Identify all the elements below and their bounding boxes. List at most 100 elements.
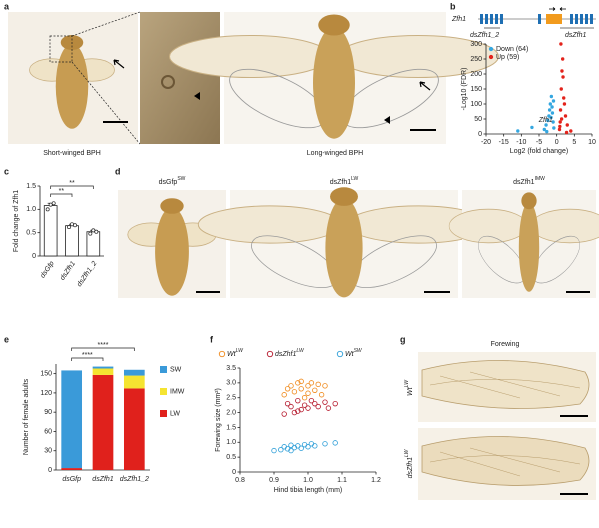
replicate-point [73, 223, 77, 228]
photo [418, 428, 596, 500]
label-text: dsZfh1 [330, 179, 352, 186]
label-sup: LW [404, 448, 410, 457]
legend-label: Up (59) [496, 54, 519, 61]
point [301, 395, 308, 401]
y-tick-label: 250 [470, 56, 482, 63]
label-text: Wt [407, 386, 414, 396]
legend-name: Wt [345, 351, 355, 358]
y-tick-label: 30 [44, 448, 52, 455]
significance-bracket [71, 347, 135, 351]
point [305, 383, 311, 389]
label-text: dsZfh1 [407, 457, 414, 479]
photo [448, 190, 599, 298]
y-tick-label: 100 [470, 101, 482, 108]
replicate-point [48, 202, 53, 207]
point [298, 378, 304, 385]
y-axis-label: -Log10 (FDR) [461, 68, 468, 111]
legend-label: Down (64) [496, 46, 528, 53]
replicate-point [91, 228, 96, 233]
y-tick-label: 1.0 [226, 439, 236, 446]
point [278, 447, 284, 453]
point [308, 441, 315, 447]
y-tick-label: 50 [474, 116, 482, 123]
label-sup: IMW [535, 176, 546, 182]
point [298, 386, 304, 392]
point [569, 129, 573, 133]
y-axis-label: Forewing size (mm²) [215, 388, 222, 452]
bar [65, 225, 79, 257]
point [516, 129, 520, 133]
point [565, 123, 569, 127]
panel-label: e [4, 334, 9, 344]
x-tick-label: dsZfh1 [59, 260, 77, 282]
point [305, 390, 311, 396]
bar-segment [61, 468, 83, 470]
legend-swatch [160, 366, 167, 373]
label-sup: LW [404, 379, 410, 388]
point [551, 99, 556, 103]
point [318, 392, 325, 398]
photo-label: dsZfh1LW [330, 176, 359, 186]
significance-label: ** [69, 180, 75, 187]
point [562, 102, 567, 106]
point [332, 440, 338, 446]
point [288, 447, 294, 454]
x-tick-label: -10 [516, 139, 526, 146]
y-tick-label: 0 [32, 253, 36, 260]
point [322, 383, 328, 389]
x-tick-label: dsGfp [39, 260, 56, 279]
point [315, 403, 321, 410]
x-tick-label: 1.0 [303, 477, 313, 484]
x-tick-label: 5 [572, 139, 576, 146]
legend-sup: LW [296, 348, 305, 354]
point [325, 405, 332, 411]
point [546, 118, 550, 123]
replicate-point [51, 201, 56, 206]
legend-label: WtSW [345, 348, 363, 358]
y-tick-label: 90 [44, 409, 52, 416]
panel-label: a [4, 1, 10, 11]
legend-sup: LW [236, 348, 245, 354]
x-tick-label: 10 [588, 139, 596, 146]
point [281, 411, 287, 417]
point [552, 126, 556, 130]
x-tick-label: 0 [555, 139, 559, 146]
significance-bracket [50, 185, 94, 189]
point [312, 387, 318, 393]
caption: Short-winged BPH [43, 150, 101, 157]
point [559, 117, 564, 121]
significance-bracket [71, 357, 104, 361]
legend-name: dsZhf1 [275, 351, 297, 358]
label-text: dsZfh1 [513, 179, 535, 186]
legend-sup: SW [354, 348, 363, 354]
legend-label: WtLW [227, 348, 244, 358]
photo [168, 12, 500, 144]
point [557, 127, 562, 132]
legend-label: IMW [170, 388, 185, 395]
point [549, 115, 553, 120]
point [305, 405, 311, 411]
label-sup: LW [351, 176, 358, 182]
x-tick-label: dsGfp [62, 476, 81, 483]
point [542, 127, 546, 132]
construct-label: dsZfh1_2 [470, 32, 499, 39]
significance-bracket [50, 193, 73, 197]
point [271, 447, 277, 454]
panel-label: g [400, 334, 406, 344]
label-sup: SW [177, 176, 185, 182]
point [291, 389, 298, 395]
point [563, 114, 568, 118]
point [284, 400, 291, 407]
legend-label: LW [170, 410, 180, 417]
bar-segment [61, 370, 83, 469]
point [544, 123, 548, 127]
point [301, 441, 308, 448]
x-tick-label: 1.2 [371, 477, 381, 484]
panel-title: Forewing [491, 341, 520, 348]
point [298, 445, 304, 451]
photo-label: dsZfh1LW [404, 448, 414, 478]
panel-label: b [450, 1, 456, 11]
x-tick-label: dsZfh1_2 [120, 476, 149, 483]
point [281, 392, 287, 398]
